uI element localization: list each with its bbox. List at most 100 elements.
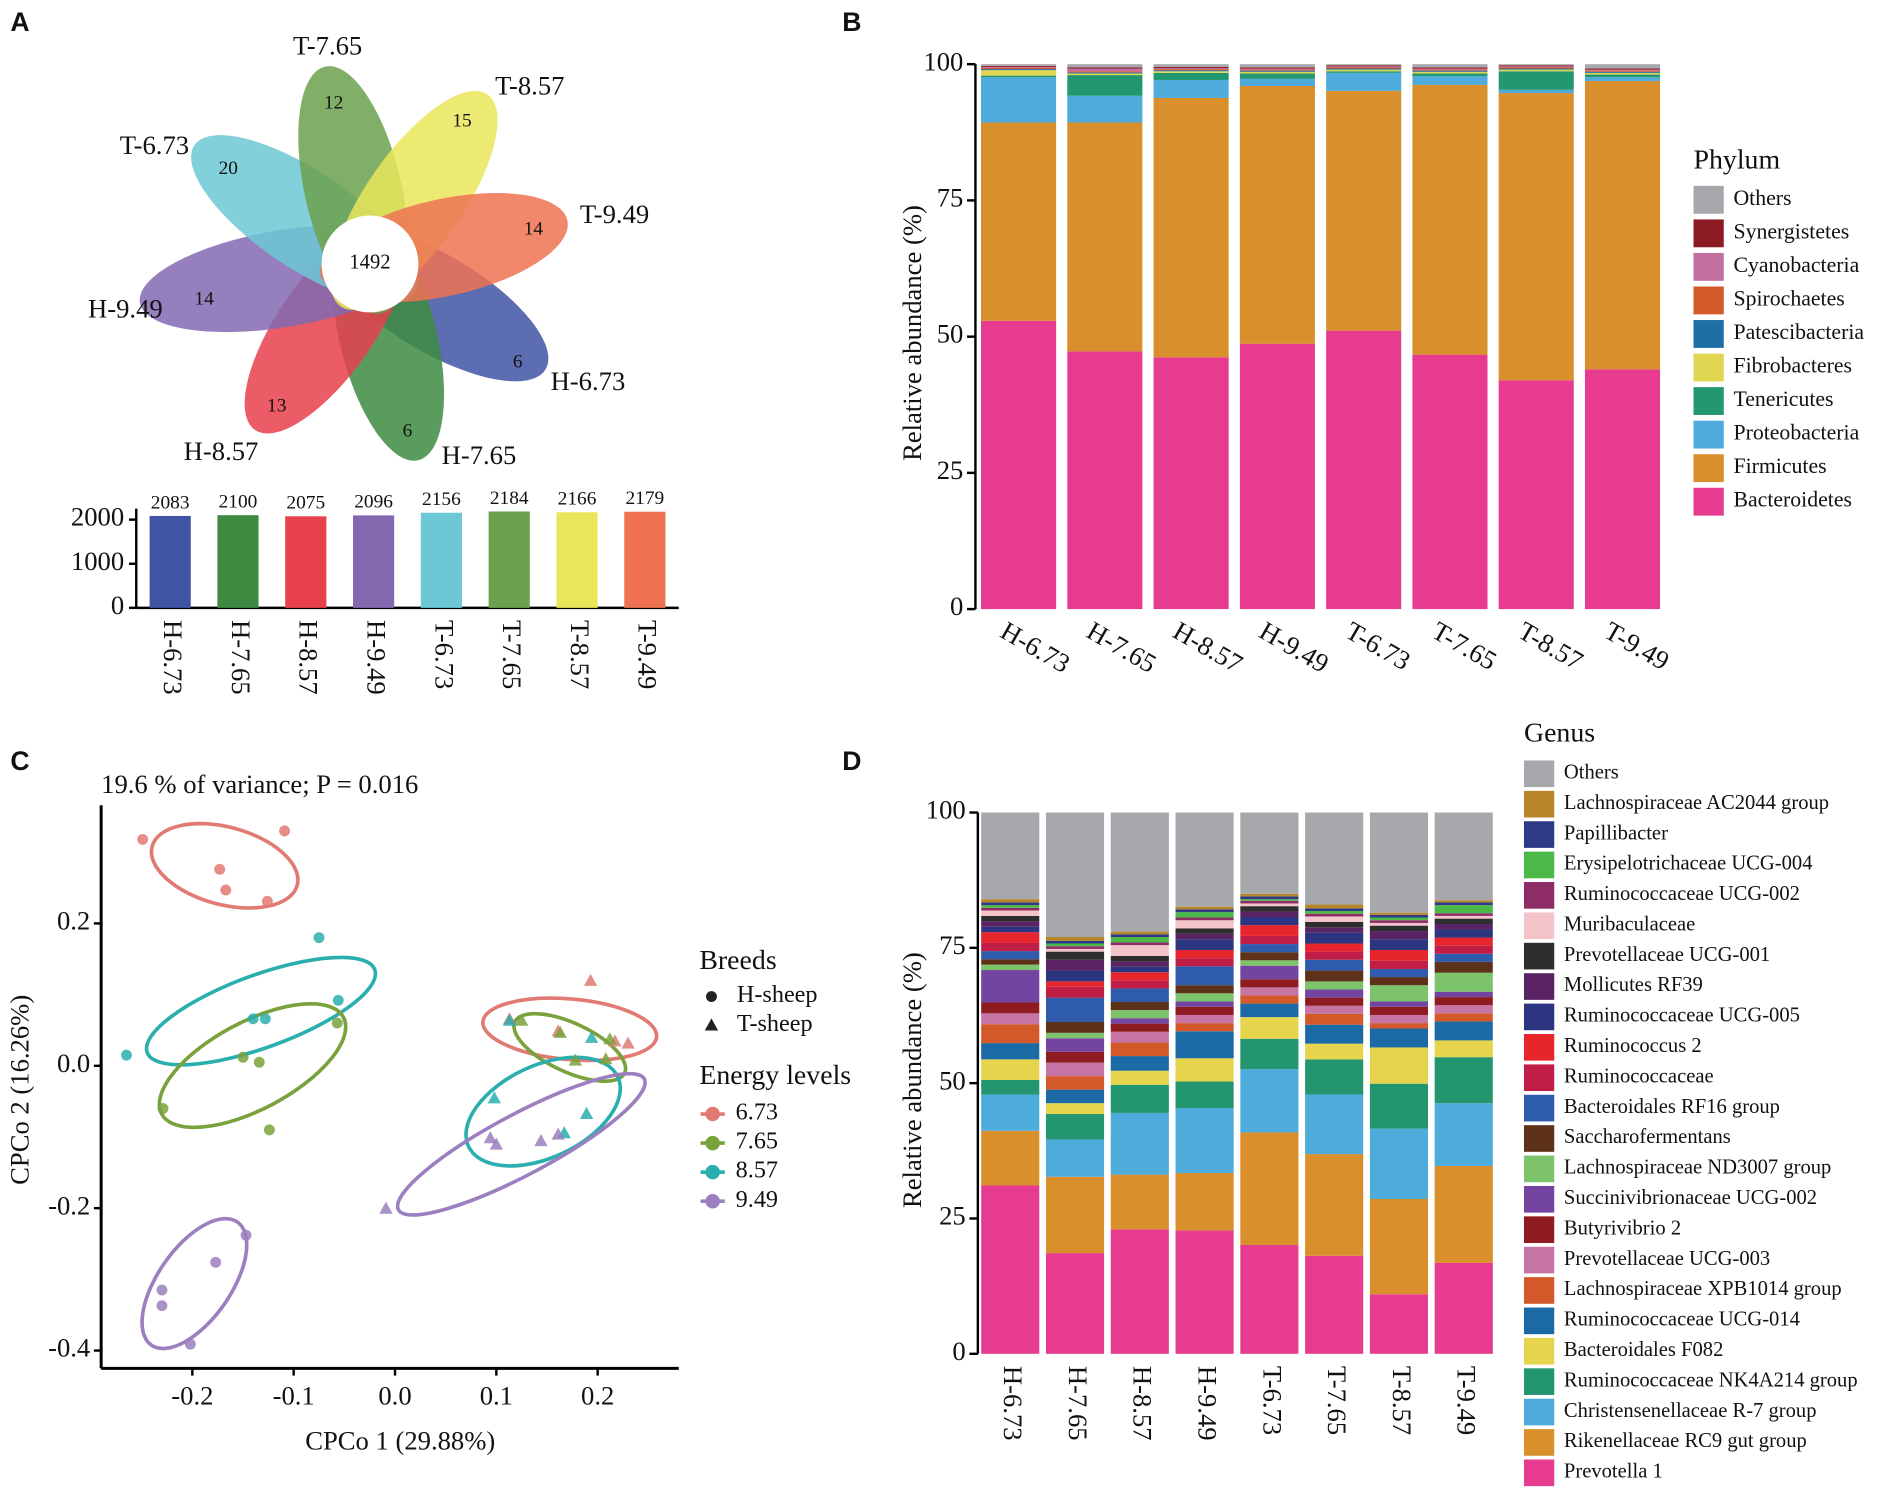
bar-segment: [1239, 85, 1315, 344]
bar-segment: [1412, 67, 1488, 69]
bar-segment: [1412, 68, 1488, 70]
bar-segment: [981, 907, 1040, 911]
bar-segment: [1045, 1021, 1105, 1033]
bar-segment: [981, 951, 1040, 960]
bar-segment: [1110, 931, 1169, 935]
legend-swatch: [1693, 185, 1724, 214]
bar-segment: [1239, 68, 1315, 70]
bar-segment: [1412, 84, 1488, 355]
bar-segment: [981, 970, 1040, 1003]
bar-segment: [1175, 950, 1234, 959]
subtitle: 19.6 % of variance; P = 0.016: [101, 769, 418, 799]
bar-segment: [981, 964, 1040, 971]
bar-segment: [1369, 1294, 1429, 1354]
bar-segment: [1239, 70, 1315, 72]
bar-segment: [1175, 912, 1234, 918]
bar-segment: [981, 1094, 1040, 1131]
bar-segment: [1412, 64, 1488, 68]
legend-label: 7.65: [736, 1128, 778, 1155]
bar-segment: [1369, 922, 1429, 926]
set-count: 13: [267, 395, 286, 416]
pcoa-ellipses: [140, 821, 659, 1351]
bar-segment: [1369, 1083, 1429, 1129]
y-tick-label: 0.0: [57, 1048, 90, 1078]
legend-label: Proteobacteria: [1733, 421, 1859, 445]
bar-segment: [1305, 921, 1364, 928]
bar-segment: [1305, 1013, 1364, 1025]
bar-segment: [1434, 961, 1493, 973]
legend-swatch: [1523, 1368, 1555, 1395]
legend-label: Prevotellaceae UCG-001: [1564, 944, 1770, 966]
bar-segment: [1175, 1031, 1234, 1059]
bar-segment: [1239, 73, 1315, 79]
legend-label: Succinivibrionaceae UCG-002: [1564, 1187, 1817, 1209]
point: [551, 1127, 565, 1140]
bar-segment: [1175, 939, 1234, 951]
y-tick-label: 2000: [71, 502, 124, 532]
legend-label: Bacteroidales F082: [1564, 1339, 1723, 1361]
bar-segment: [1434, 918, 1493, 925]
bar-segment: [1175, 966, 1234, 986]
bar-segment: [1369, 920, 1429, 923]
legend-swatch: [1693, 286, 1724, 315]
bar-segment: [1175, 1173, 1234, 1231]
bar-segment: [1326, 90, 1402, 331]
bar-segment: [1369, 917, 1429, 921]
bar-segment: [1434, 905, 1493, 914]
value-label: 2184: [490, 488, 529, 509]
bar-segment: [1498, 68, 1574, 70]
bar-segment: [1498, 69, 1574, 72]
bar-segment: [1175, 920, 1234, 929]
point: [259, 1013, 271, 1025]
bar-segment: [1240, 906, 1299, 912]
bar-segment: [1110, 945, 1169, 956]
bar-segment: [1305, 812, 1364, 905]
legend-swatch: [1693, 420, 1724, 449]
bar-segment: [1110, 1018, 1169, 1024]
legend-label: Ruminococcaceae: [1564, 1065, 1714, 1087]
set-count: 12: [324, 93, 343, 114]
set-count: 6: [403, 421, 413, 442]
bar-segment: [1045, 1032, 1105, 1039]
point: [584, 1030, 599, 1043]
bar-segment: [1153, 70, 1229, 72]
bar-segment: [981, 75, 1057, 78]
bar-segment: [1045, 948, 1105, 952]
y-tick-label: 0: [950, 591, 963, 621]
x-tick-label: T-8.57: [565, 620, 595, 689]
bar-segment: [1045, 937, 1105, 941]
legend-swatch: [1523, 1003, 1555, 1031]
bar-segment: [1153, 69, 1229, 71]
bar-segment: [1584, 70, 1661, 72]
bar-segment: [1326, 66, 1402, 68]
bar-segment: [1305, 1024, 1364, 1044]
bar-segment: [1326, 72, 1402, 91]
legend-label: Ruminococcaceae UCG-002: [1564, 883, 1800, 905]
bar-segment: [1175, 933, 1234, 940]
bar-segment: [1305, 1255, 1364, 1354]
ellipse: [464, 1055, 623, 1168]
bar-segment: [1434, 997, 1493, 1006]
legend-swatch: [1693, 252, 1724, 281]
set-label: T-6.73: [120, 130, 189, 160]
value-label: 2166: [558, 489, 597, 510]
y-tick-label: 1000: [71, 546, 124, 576]
bar-segment: [1369, 939, 1429, 951]
legend-swatch: [1693, 387, 1724, 415]
legend-label: Saccharofermentans: [1564, 1126, 1731, 1148]
legend-swatch: [1693, 219, 1724, 248]
bar-segment: [1305, 997, 1364, 1006]
bar-segment: [1240, 935, 1299, 945]
bar-segment: [1175, 993, 1234, 1002]
bar: [624, 511, 666, 608]
bar-segment: [1175, 906, 1234, 910]
legend-swatch: [1523, 821, 1555, 848]
bar-segment: [1305, 908, 1364, 912]
bar-segment: [1110, 955, 1169, 962]
y-tick-label: -0.4: [48, 1333, 90, 1363]
bar-segment: [1240, 1038, 1299, 1070]
bar-segment: [1305, 951, 1364, 960]
legend-swatch: [1523, 1277, 1555, 1304]
bar-segment: [981, 67, 1057, 70]
bar-segment: [1239, 67, 1315, 69]
